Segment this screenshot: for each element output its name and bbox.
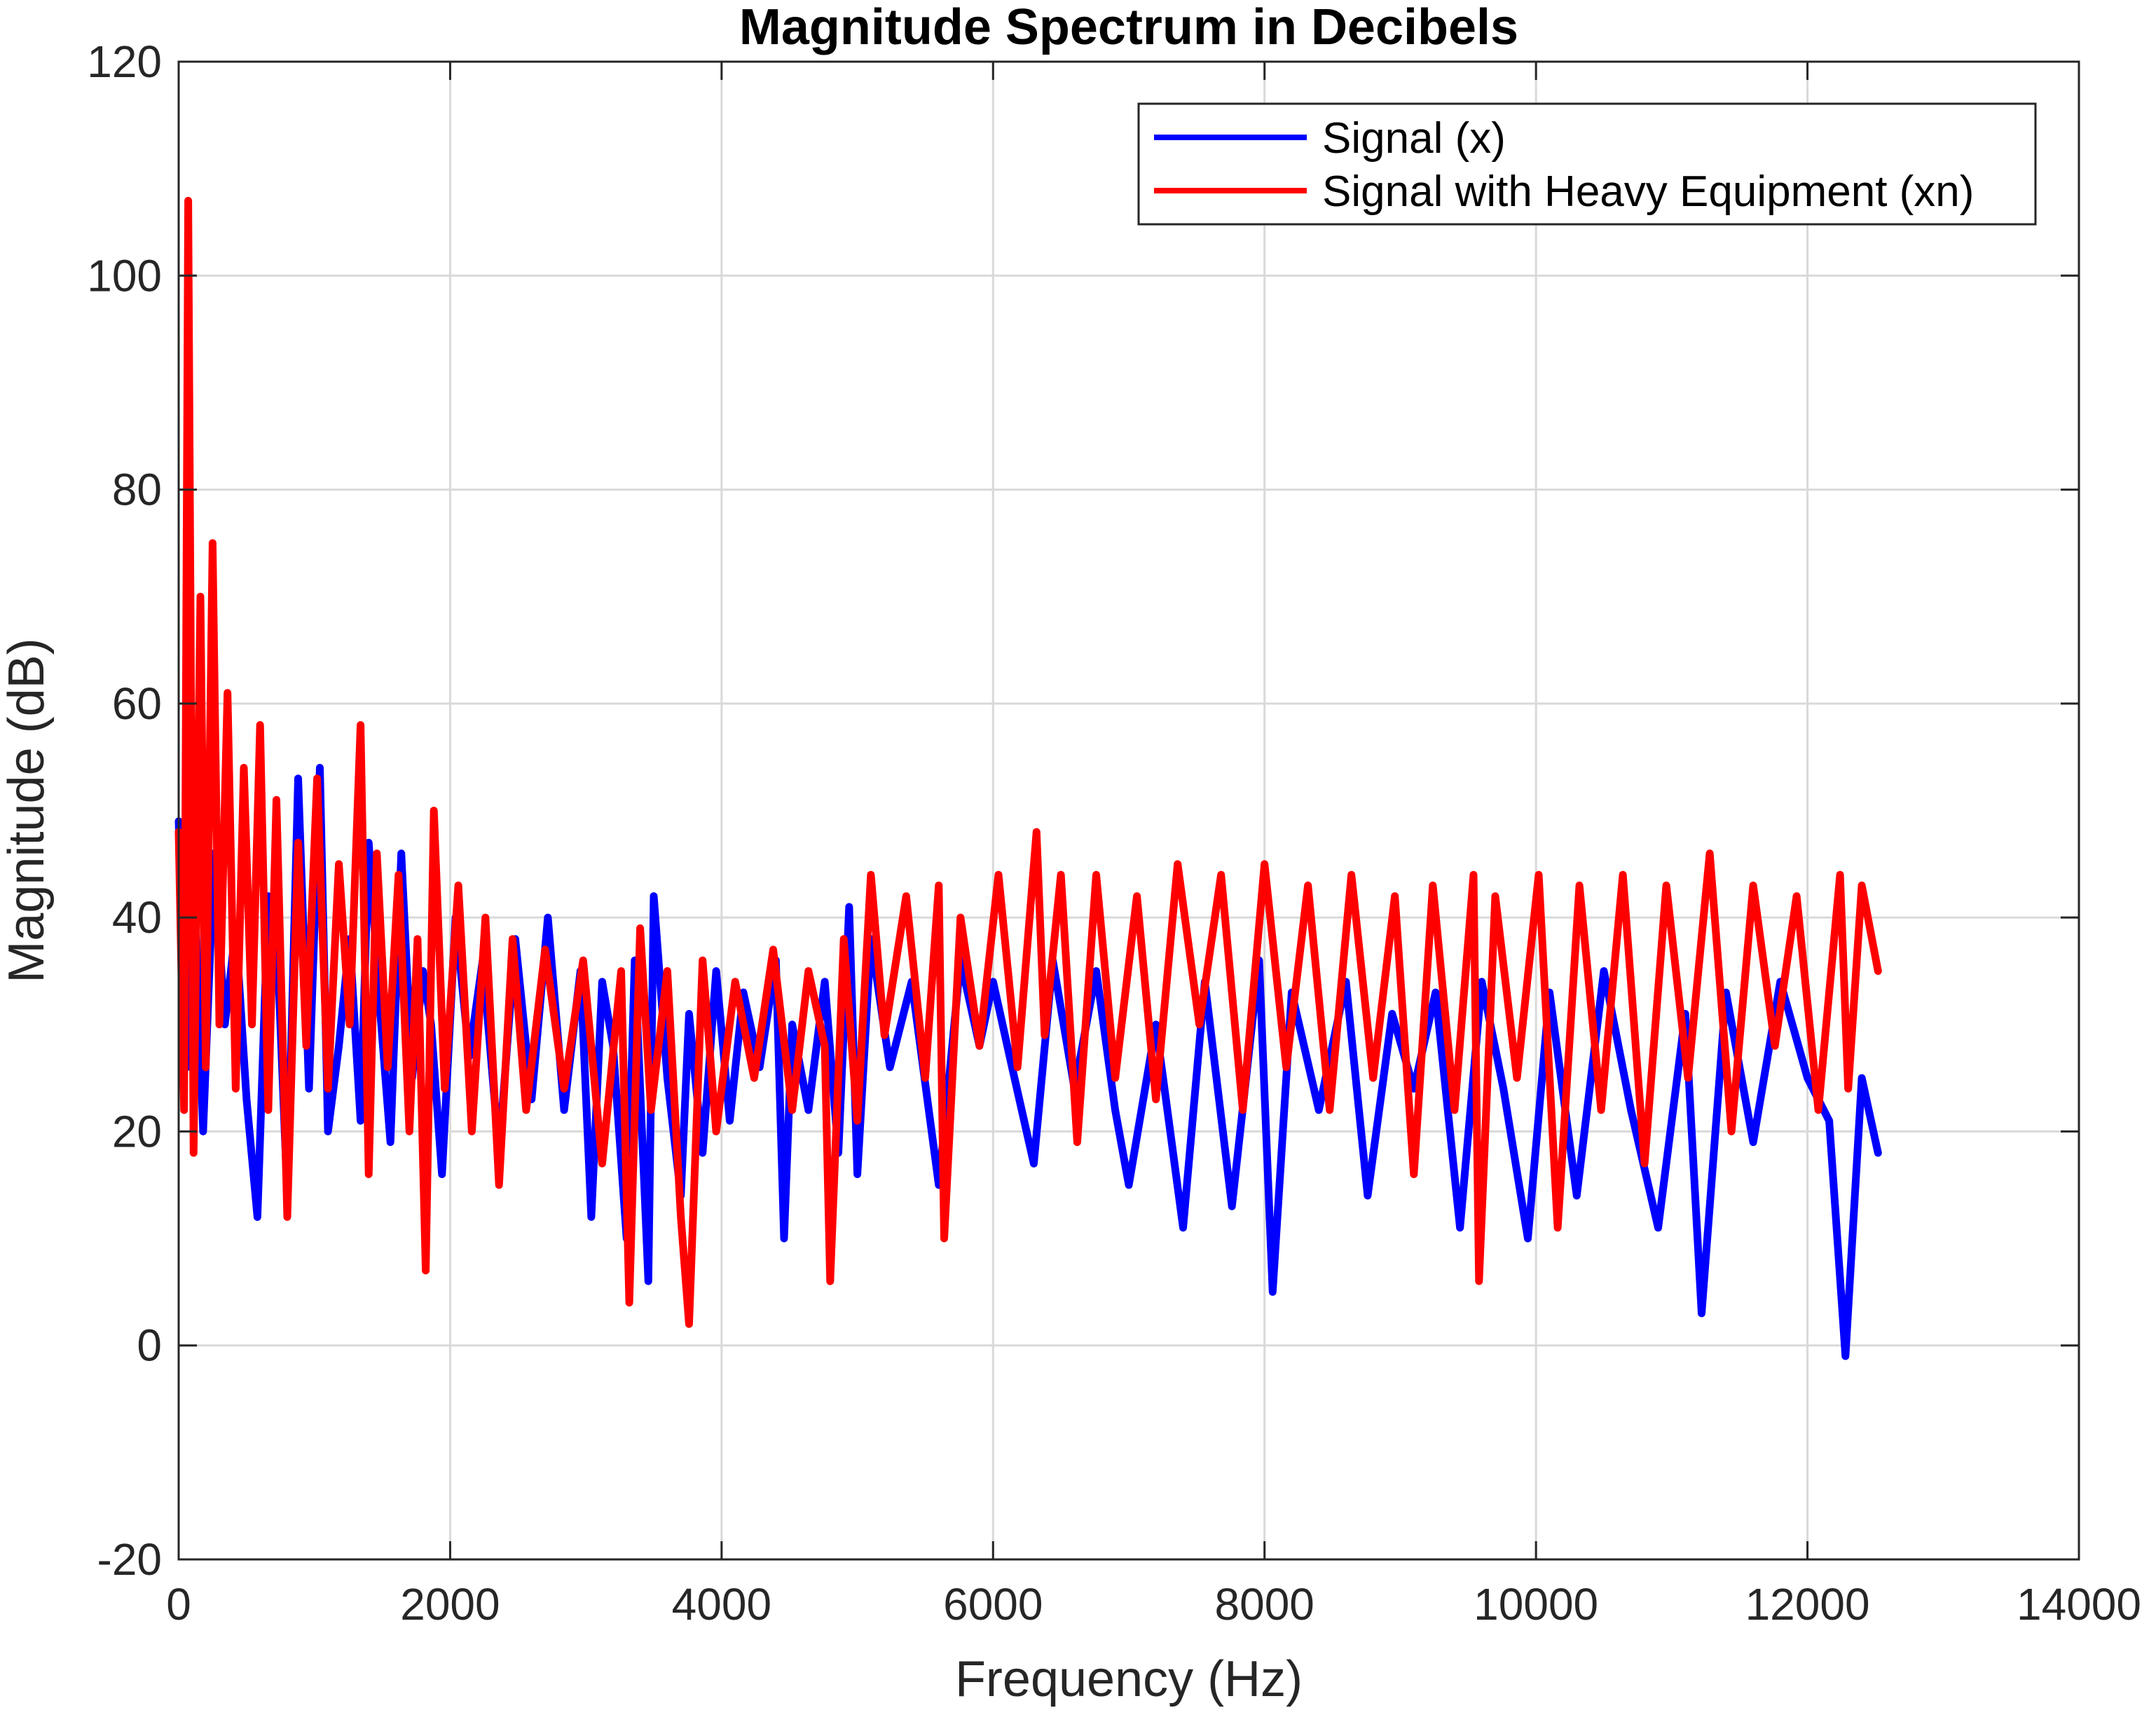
plot-area-frame (177, 60, 2080, 1561)
legend-box (1137, 102, 2037, 226)
x-tick-label: 8000 (1215, 1579, 1314, 1629)
legend: Signal (x) Signal with Heavy Equipment (… (1137, 102, 2037, 226)
x-tick-label: 10000 (1474, 1579, 1598, 1629)
x-tick-label: 4000 (672, 1579, 771, 1629)
x-tick-label: 12000 (1745, 1579, 1870, 1629)
y-axis-label: Magnitude (dB) (0, 638, 55, 983)
x-tick-label: 2000 (400, 1579, 500, 1629)
chart-title: Magnitude Spectrum in Decibels (739, 0, 1518, 55)
y-tick-label: 60 (112, 678, 162, 729)
series-layer (174, 196, 1882, 1360)
series-line-signal-heavy-equipment (174, 196, 1882, 1328)
legend-label-signal: Signal (x) (1322, 114, 1506, 163)
y-tick-label: 100 (87, 250, 162, 301)
x-tick-label: 14000 (2017, 1579, 2141, 1629)
y-tick-label: -20 (97, 1534, 163, 1585)
x-tick-label: 6000 (943, 1579, 1043, 1629)
y-tick-label: 120 (87, 36, 162, 87)
x-tick-label: 0 (166, 1579, 191, 1629)
y-tick-label: 0 (137, 1320, 162, 1371)
legend-label-signal-heavy-equipment: Signal with Heavy Equipment (xn) (1322, 168, 1974, 216)
axis-ticks: 0 2000 4000 6000 8000 10000 12000 14000-2002040… (87, 36, 2141, 1629)
y-tick-label: 20 (112, 1106, 162, 1156)
y-tick-label: 80 (112, 465, 162, 515)
y-tick-label: 40 (112, 892, 162, 943)
x-axis-label: Frequency (Hz) (955, 1651, 1303, 1707)
